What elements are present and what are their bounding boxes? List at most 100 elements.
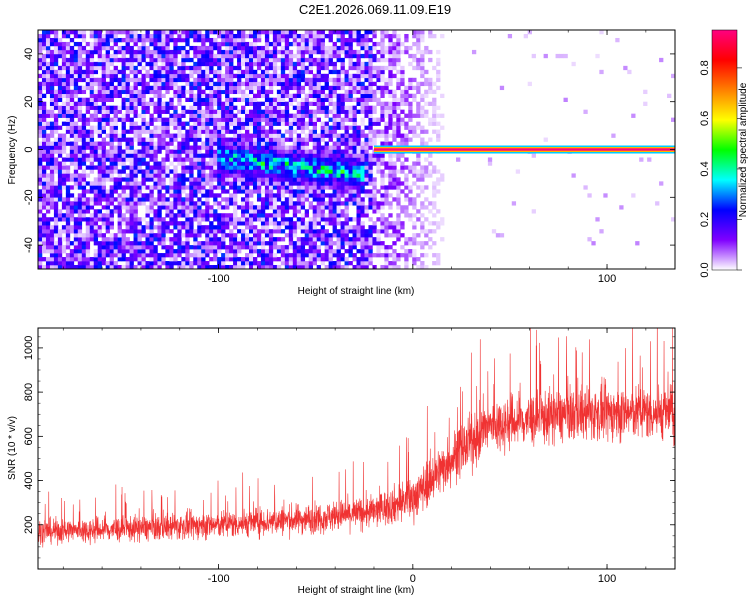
spectrogram-cell <box>105 117 110 122</box>
spectrogram-cell <box>217 97 222 102</box>
spectrogram-cell <box>328 257 333 262</box>
spectrogram-cell <box>85 85 91 91</box>
spectrogram-cell <box>312 129 317 134</box>
spectrogram-cell <box>57 257 63 262</box>
spectrogram-cell <box>145 185 150 190</box>
spectrogram-cell <box>340 257 345 262</box>
spectrogram-cell <box>149 61 154 67</box>
spectrogram-cell <box>356 225 361 230</box>
spectrogram-cell <box>165 89 170 95</box>
spectrogram-cell <box>392 221 397 226</box>
spectrogram-cell <box>81 157 87 162</box>
spectrogram-cell <box>221 205 226 210</box>
spectrogram-cell <box>173 241 178 246</box>
spectrogram-cell <box>332 181 337 186</box>
spectrogram-cell <box>356 153 361 158</box>
spectrogram-cell <box>157 149 162 154</box>
spectrogram-cell <box>543 53 548 59</box>
spectrogram-cell <box>177 209 182 214</box>
spectrogram-cell <box>316 45 321 51</box>
spectrogram-cell <box>360 105 365 110</box>
spectrogram-cell <box>284 65 290 71</box>
spectrogram-cell <box>129 61 134 67</box>
spectrogram-cell <box>260 145 266 150</box>
spectrogram-cell <box>197 93 202 99</box>
spectrogram-cell <box>93 105 99 110</box>
spectrogram-cell <box>280 213 286 218</box>
spectrogram-cell <box>45 37 51 43</box>
spectrogram-cell <box>109 237 114 242</box>
spectrogram-cell <box>344 49 349 55</box>
spectrogram-cell <box>372 133 377 138</box>
spectrogram-cell <box>284 93 290 99</box>
spectrogram-cell <box>400 233 405 238</box>
spectrogram-cell <box>372 89 377 95</box>
spectrogram-cell <box>101 197 106 202</box>
spectrogram-cell <box>137 261 142 266</box>
spectrogram-cell <box>65 137 71 142</box>
spectrogram-cell <box>256 149 262 154</box>
spectrogram-cell <box>288 193 294 198</box>
spectrogram-cell <box>288 65 294 71</box>
spectrogram-cell <box>137 233 142 238</box>
spectrogram-cell <box>209 89 214 95</box>
spectrogram-cell <box>284 57 290 63</box>
spectrogram-cell <box>436 169 441 174</box>
spectrogram-cell <box>336 121 341 126</box>
spectrogram-cell <box>352 141 357 146</box>
spectrogram-cell <box>53 157 59 162</box>
spectrogram-cell <box>45 85 51 91</box>
spectrogram-cell <box>368 237 373 242</box>
spectrogram-cell <box>237 97 242 102</box>
spectrogram-cell <box>125 193 130 198</box>
spectrogram-cell <box>376 189 381 194</box>
spectrogram-cell <box>264 149 270 154</box>
spectrogram-cell <box>376 41 381 47</box>
spectrogram-cell <box>241 141 246 146</box>
spectrogram-cell <box>356 49 361 55</box>
spectrogram-cell <box>320 33 325 39</box>
spectrogram-cell <box>332 185 337 190</box>
spectrogram-cell <box>272 81 278 87</box>
spectrogram-cell <box>416 157 421 162</box>
spectrogram-cell <box>221 181 226 186</box>
spectrogram-cell <box>153 257 158 262</box>
spectrogram-cell <box>245 181 250 186</box>
spectrogram-cell <box>38 53 43 59</box>
spectrogram-cell <box>105 33 110 39</box>
spectrogram-cell <box>93 165 99 170</box>
spectrogram-cell <box>201 249 206 254</box>
spectrogram-cell <box>38 45 43 51</box>
spectrogram-cell <box>81 181 87 186</box>
spectrogram-cell <box>65 221 71 226</box>
spectrogram-cell <box>69 129 75 134</box>
spectrogram-cell <box>237 245 242 250</box>
spectrogram-cell <box>41 157 47 162</box>
spectrogram-cell <box>229 193 234 198</box>
spectrogram-cell <box>217 173 222 178</box>
spectrogram-cell <box>304 181 310 186</box>
spectrogram-cell <box>392 121 397 126</box>
spectrogram-cell <box>360 93 365 99</box>
spectrogram-cell <box>316 149 321 154</box>
spectrogram-cell <box>113 125 118 130</box>
spectrogram-cell <box>292 149 298 154</box>
spectrogram-cell <box>380 169 385 174</box>
spectrogram-cell <box>368 173 373 178</box>
spectrogram-cell <box>101 169 106 174</box>
spectrogram-cell <box>69 213 75 218</box>
spectrogram-cell <box>49 133 55 138</box>
spectrogram-cell <box>169 85 174 91</box>
spectrogram-cell <box>304 57 310 63</box>
spectrogram-cell <box>45 137 51 142</box>
spectrogram-cell <box>328 205 333 210</box>
spectrogram-cell <box>201 225 206 230</box>
spectrogram-cell <box>237 73 242 79</box>
spectrogram-cell <box>105 217 110 222</box>
spectrogram-cell <box>105 81 110 87</box>
spectrogram-cell <box>312 89 317 95</box>
spectrogram-cell <box>169 265 174 269</box>
spectrogram-cell <box>153 89 158 95</box>
spectrogram-cell <box>41 133 47 138</box>
spectrogram-cell <box>97 245 102 250</box>
